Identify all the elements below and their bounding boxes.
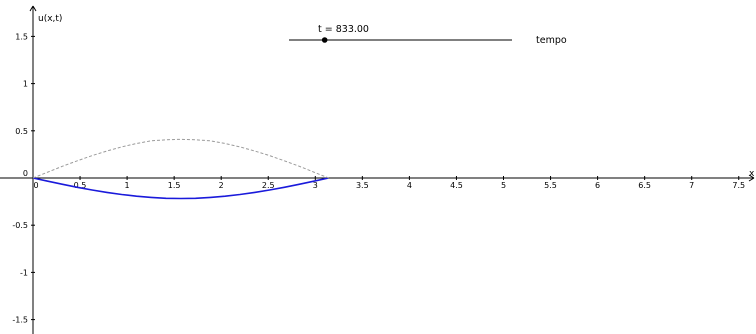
x-axis-label: x: [749, 169, 755, 179]
y-axis-label: u(x,t): [38, 14, 62, 24]
slider-value-label: t = 833.00: [318, 24, 369, 35]
x-tick-label: 4.5: [450, 181, 463, 190]
axes: [0, 5, 755, 334]
y-tick-label: -0.5: [12, 221, 28, 230]
x-tick-label: 0: [33, 181, 38, 190]
x-tick-label: 6: [595, 181, 600, 190]
initial-condition-curve: [32, 138, 329, 179]
y-tick-label: 0: [23, 169, 28, 178]
x-tick-label: 7: [689, 181, 694, 190]
y-tick-label: 1: [23, 80, 28, 89]
x-tick-label: 3.5: [356, 181, 369, 190]
x-tick-label: 1.5: [168, 181, 181, 190]
x-tick-label: 2: [219, 181, 224, 190]
x-tick-label: 4: [407, 181, 412, 190]
y-axis-arrow: [29, 5, 37, 12]
x-tick-label: 3: [313, 181, 318, 190]
series: [32, 138, 329, 200]
x-tick-label: 6.5: [638, 181, 651, 190]
slider-knob[interactable]: [321, 37, 328, 43]
x-tick-label: 1: [125, 181, 130, 190]
x-tick-label: 0.5: [74, 181, 87, 190]
x-tick-label: 7.5: [732, 181, 745, 190]
y-tick-label: -1.5: [12, 316, 28, 325]
x-tick-label: 5.5: [544, 181, 557, 190]
y-tick-label: -1: [20, 268, 28, 277]
ticks: 0 0.5 1 1.5 2 2.5 3 3.5 4 4.5 5 5.5 6 6.5 7 7.5 1.5 1 0.5 0…: [12, 32, 745, 324]
x-axis-arrow: [748, 174, 755, 182]
time-slider[interactable]: t = 833.00 tempo: [289, 24, 567, 46]
y-tick-label: 0.5: [15, 127, 28, 136]
y-tick-label: 1.5: [15, 32, 28, 41]
solution-curve: [32, 177, 329, 200]
slider-caption: tempo: [536, 35, 567, 46]
x-tick-label: 5: [501, 181, 506, 190]
x-tick-label: 2.5: [262, 181, 275, 190]
